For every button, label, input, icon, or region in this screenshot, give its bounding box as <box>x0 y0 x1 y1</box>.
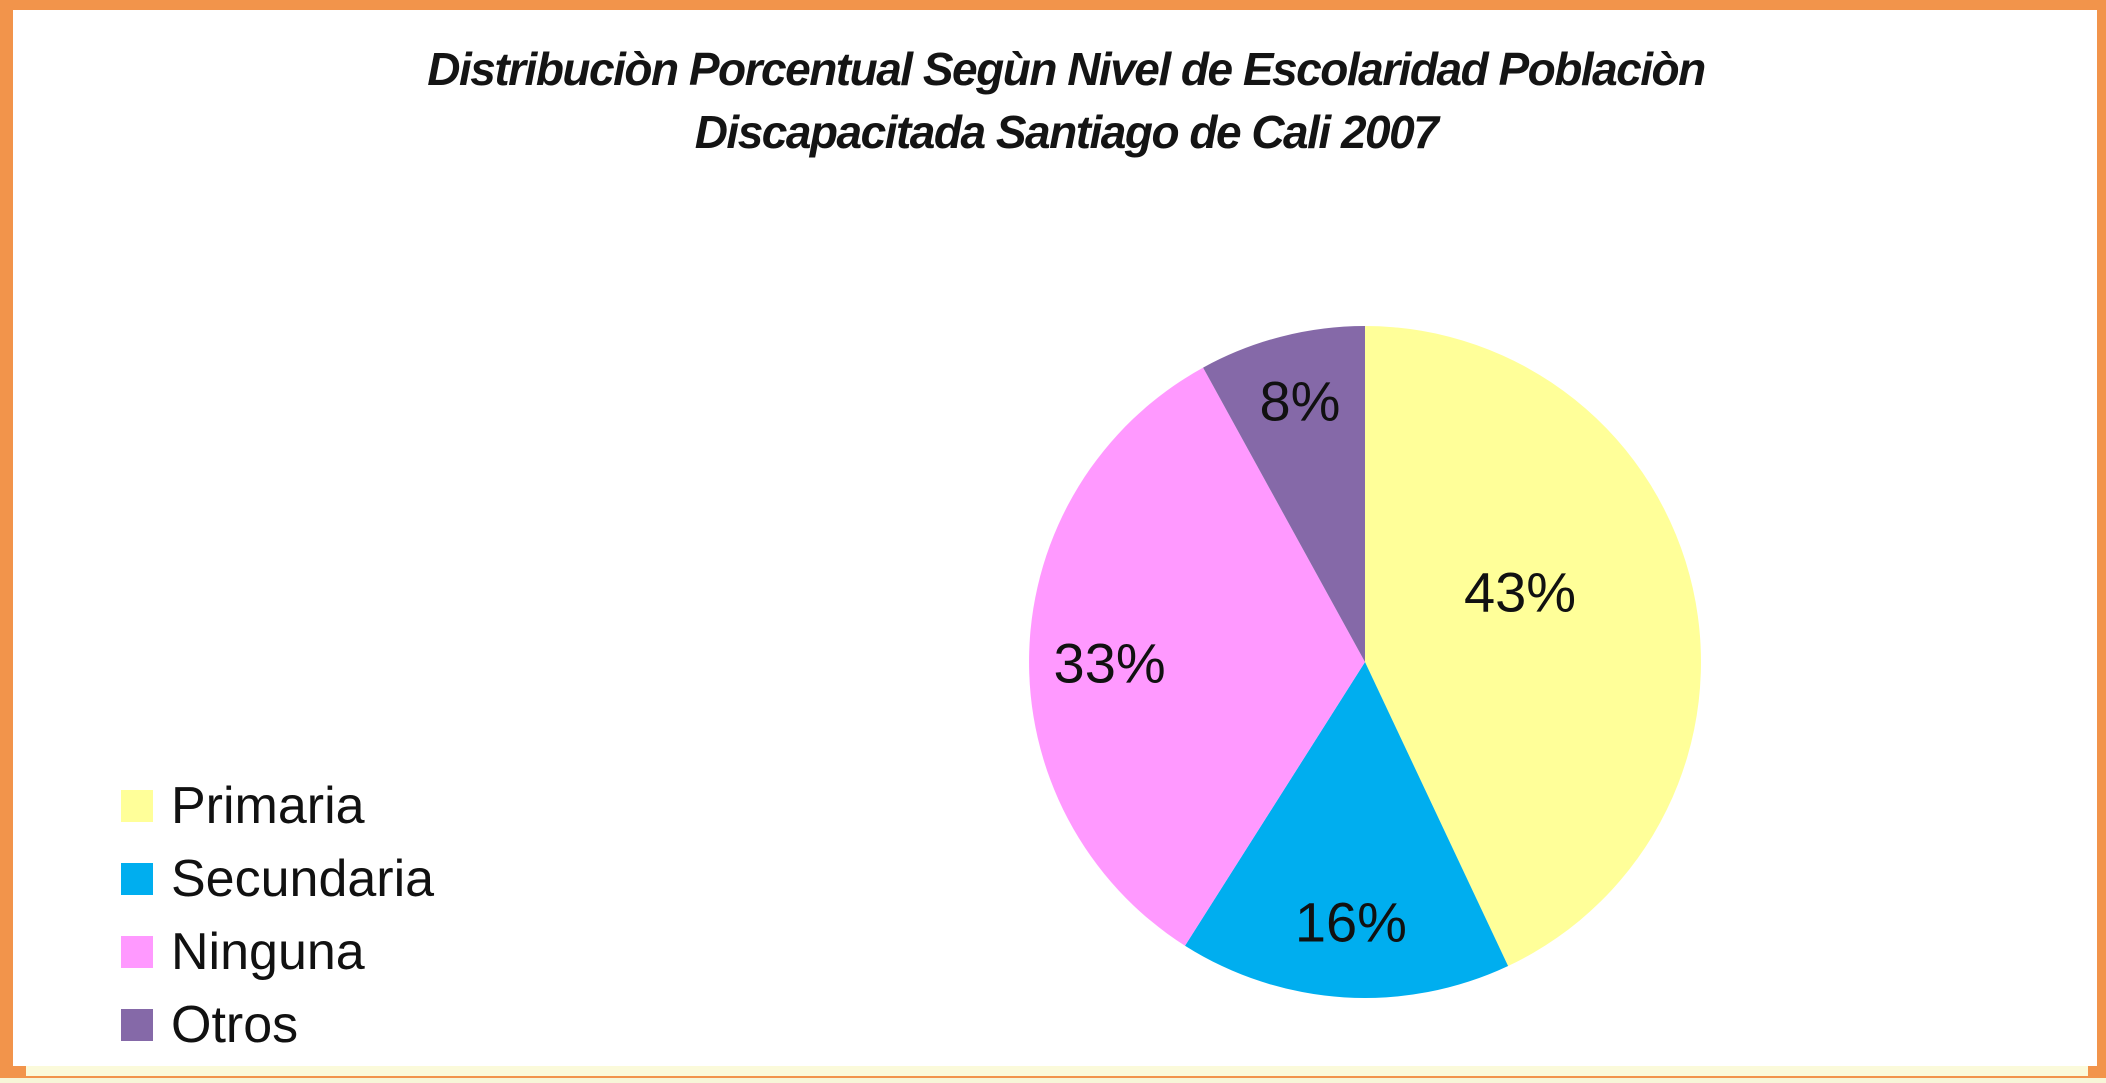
legend-label: Primaria <box>171 777 365 835</box>
chart-title-line1: Distribuciòn Porcentual Segùn Nivel de E… <box>427 43 1706 95</box>
pie-chart: 43% 16% 33% 8% <box>1029 326 1701 998</box>
plot-area-bottom-edge <box>26 1066 2088 1076</box>
legend-swatch-secundaria <box>121 863 153 895</box>
legend-item-otros: Otros <box>121 993 434 1057</box>
image-bottom-edge <box>0 1078 2106 1083</box>
legend-swatch-ninguna <box>121 936 153 968</box>
pie-data-label-primaria: 43% <box>1464 561 1576 624</box>
chart-title: Distribuciòn Porcentual Segùn Nivel de E… <box>13 38 2106 164</box>
pie-slice-ninguna <box>1029 367 1365 946</box>
pie-data-label-ninguna: 33% <box>1054 631 1166 694</box>
legend-item-secundaria: Secundaria <box>121 847 434 911</box>
pie-data-label-otros: 8% <box>1260 370 1341 433</box>
legend-label: Secundaria <box>171 850 435 908</box>
pie-data-label-secundaria: 16% <box>1295 891 1407 954</box>
chart-title-line2: Discapacitada Santiago de Cali 2007 <box>694 106 1439 158</box>
pie-svg: 43% 16% 33% 8% <box>1029 326 1701 998</box>
legend-item-ninguna: Ninguna <box>121 920 434 984</box>
legend-label: Ninguna <box>171 923 365 981</box>
legend-swatch-primaria <box>121 790 153 822</box>
legend-item-primaria: Primaria <box>121 774 434 838</box>
pie-slice-otros <box>1203 326 1365 662</box>
pie-slice-secundaria <box>1185 662 1509 998</box>
legend-label: Otros <box>171 996 299 1054</box>
legend: Primaria Secundaria Ninguna Otros <box>121 774 434 1057</box>
legend-swatch-otros <box>121 1009 153 1041</box>
pie-slice-primaria <box>1365 326 1701 966</box>
